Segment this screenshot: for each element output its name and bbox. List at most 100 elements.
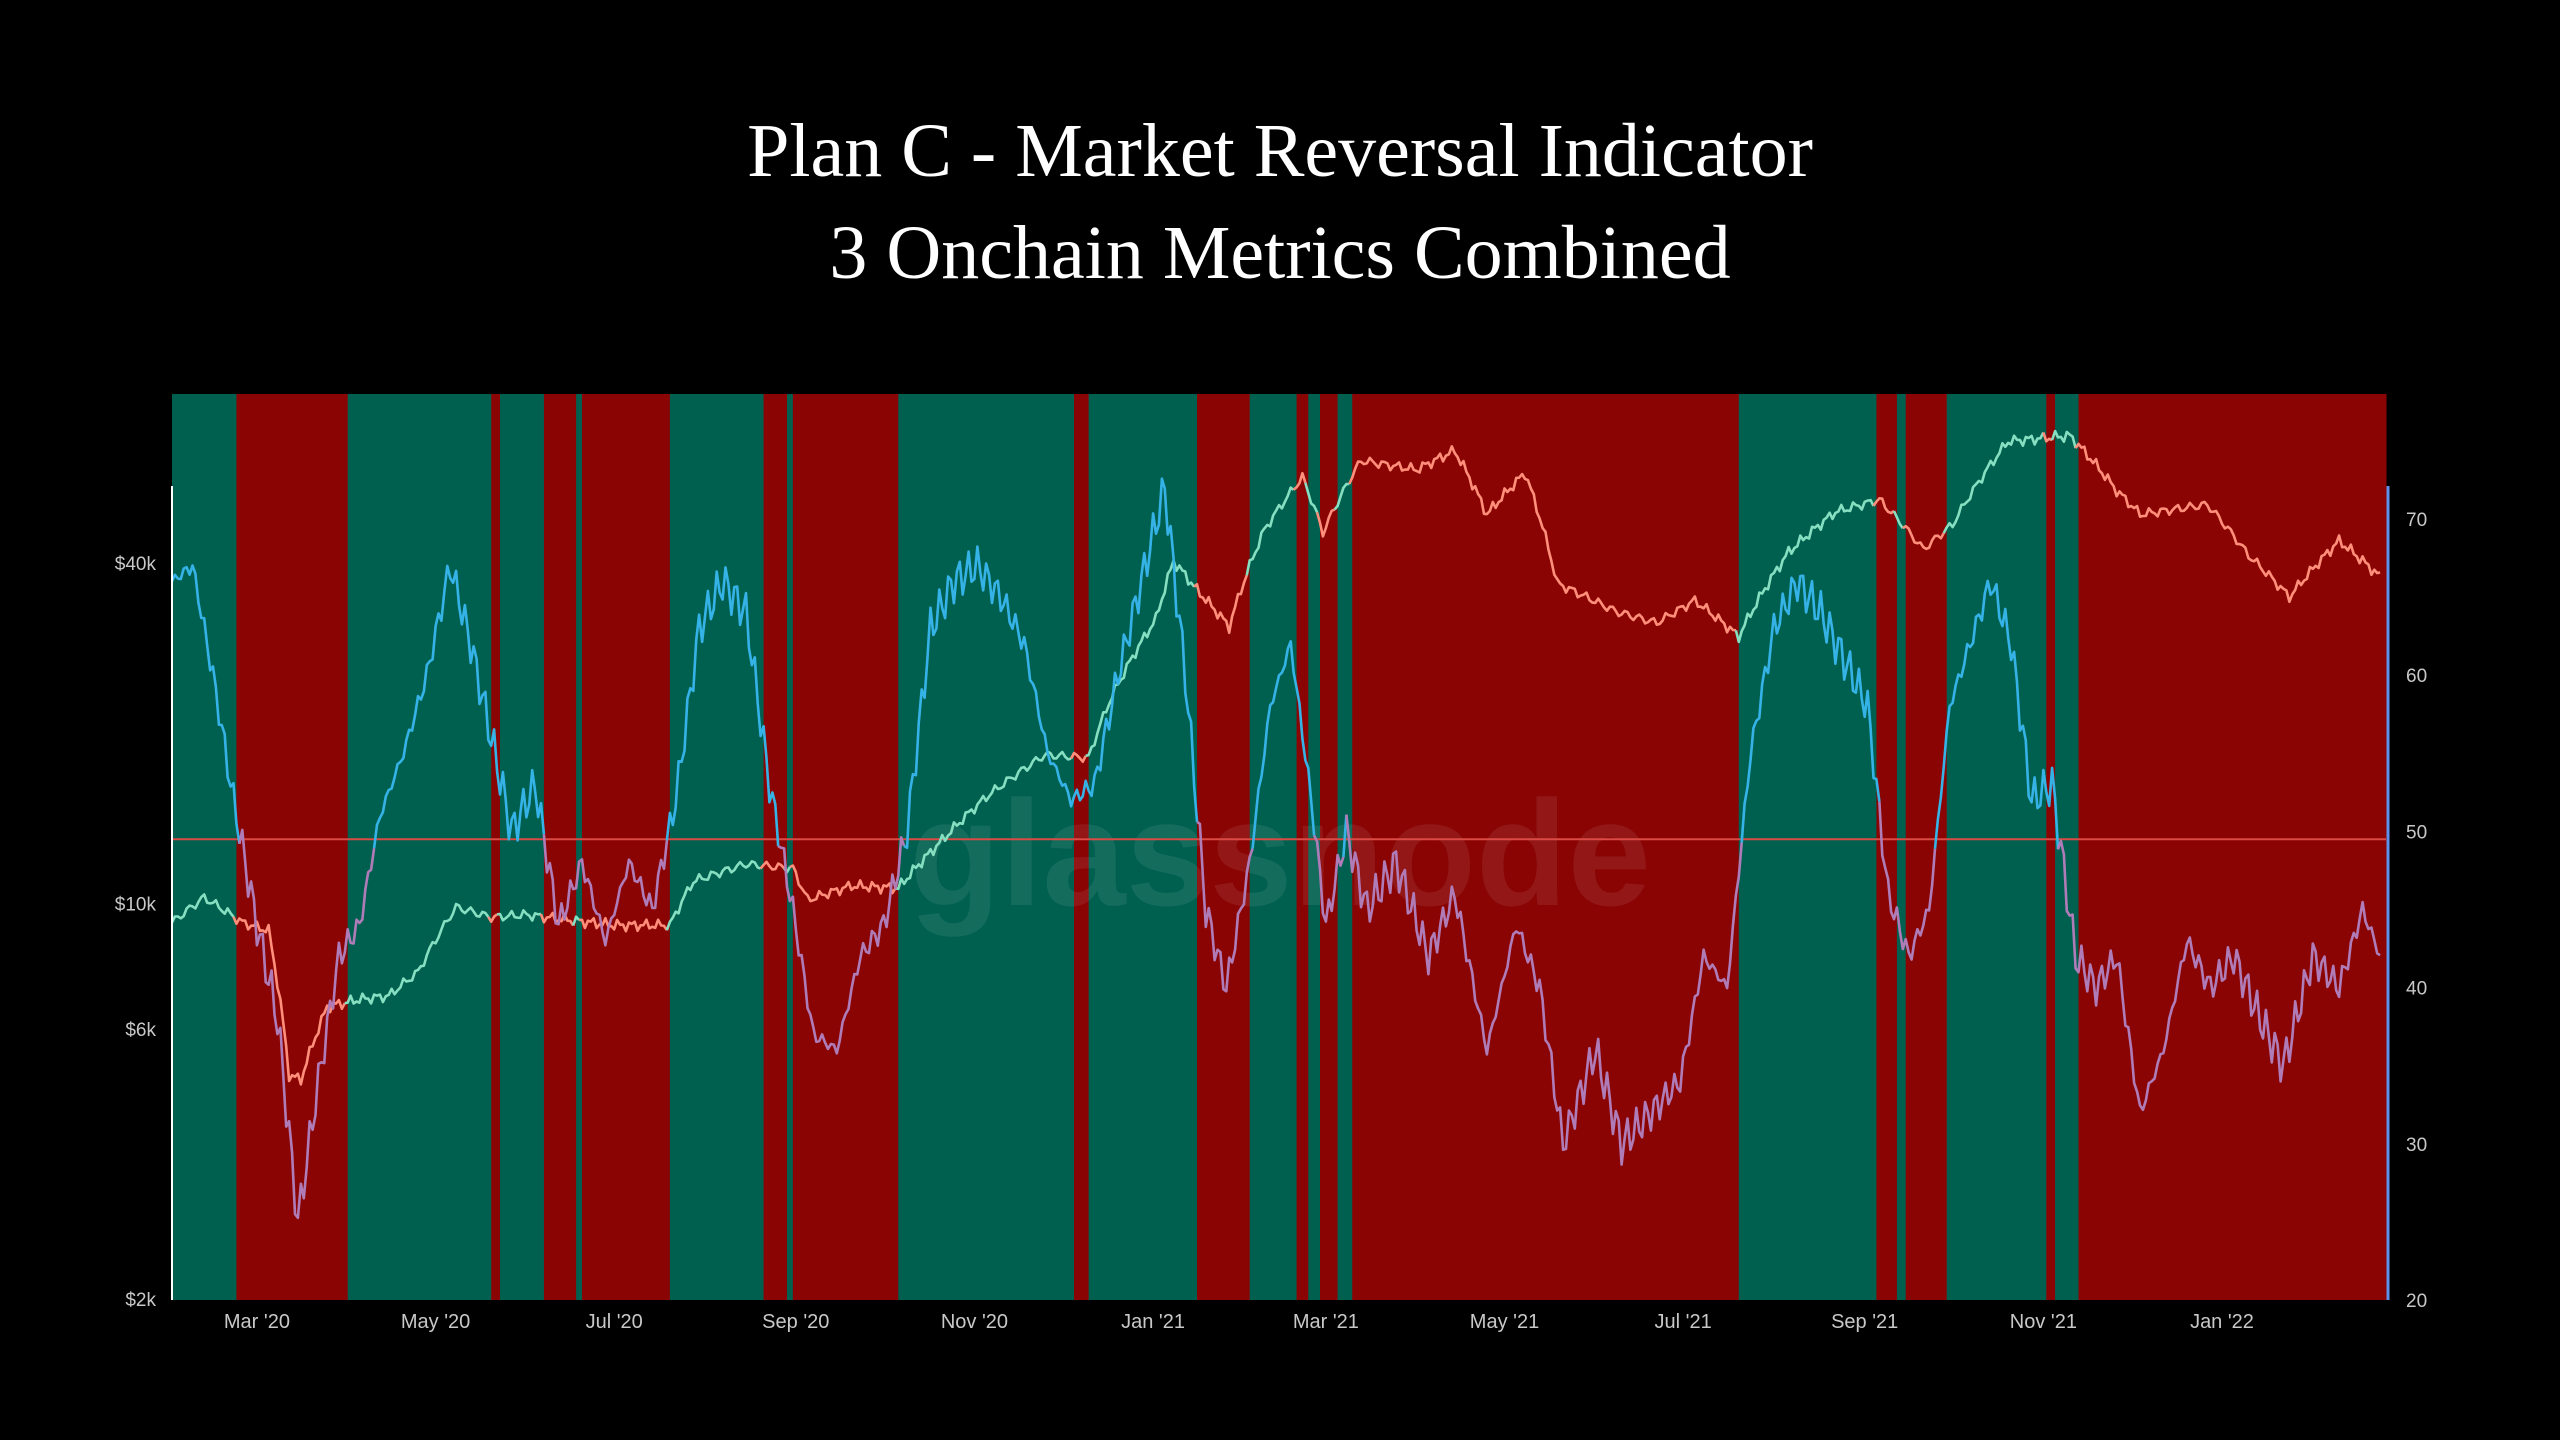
price-line (578, 916, 668, 933)
price-line (1069, 751, 1087, 763)
regime-band-bullish (172, 394, 237, 1300)
metric-line (665, 566, 780, 847)
metric-line (1933, 579, 2060, 850)
price-line (170, 893, 235, 924)
right-axis-tick-label: 40 (2406, 979, 2427, 1000)
regime-band-bullish (669, 394, 765, 1300)
chart-title-line1: Plan C - Market Reversal Indicator (747, 109, 1813, 193)
series-lines (170, 429, 2386, 1220)
right-axis-tick-label: 70 (2406, 510, 2427, 531)
x-axis-tick-label: Mar '21 (1293, 1311, 1359, 1333)
left-axis-tick-label: $10k (115, 895, 157, 916)
regime-band-bearish (582, 394, 671, 1300)
price-line (1942, 431, 2045, 534)
axes: $2k $6k $10k $40k 20 30 40 50 60 70 Mar '20 May '20… (115, 486, 2427, 1333)
price-line (2074, 442, 2381, 604)
regime-band-bullish (500, 394, 545, 1300)
price-line (487, 913, 498, 923)
left-axis-tick-label: $6k (125, 1020, 156, 1041)
x-axis-tick-label: Nov '20 (941, 1311, 1008, 1333)
price-line (665, 860, 762, 931)
metric-line (1251, 640, 1316, 849)
chart-title: Plan C - Market Reversal Indicator 3 Onc… (0, 100, 2560, 304)
regime-band-bearish (792, 394, 899, 1300)
regime-band-bearish (1074, 394, 1090, 1300)
price-line (1872, 497, 1895, 515)
left-axis-tick-label: $2k (125, 1290, 156, 1311)
regime-band-bearish (1905, 394, 1948, 1300)
right-axis-tick-label: 50 (2406, 822, 2427, 843)
regime-band-bullish (1249, 394, 1298, 1300)
price-line (2050, 429, 2077, 449)
x-axis-tick-label: Mar '20 (224, 1311, 290, 1333)
regime-band-bearish (543, 394, 577, 1300)
regime-band-bearish (1320, 394, 1339, 1300)
regime-band-bullish (787, 394, 794, 1300)
regime-band-bullish (2055, 394, 2079, 1300)
metric-line (170, 564, 241, 844)
x-axis-tick-label: May '20 (401, 1311, 470, 1333)
x-axis-tick-label: May '21 (1470, 1311, 1539, 1333)
x-axis-tick-label: Sep '21 (1831, 1311, 1898, 1333)
regime-bands (172, 394, 2387, 1300)
metric-line (542, 834, 669, 947)
metric-line (1878, 801, 1937, 961)
regime-band-bullish (1946, 394, 2047, 1300)
right-axis-tick-label: 30 (2406, 1135, 2427, 1156)
x-axis-tick-label: Jul '21 (1655, 1311, 1712, 1333)
price-line (1193, 574, 1249, 635)
regime-band-bearish (491, 394, 501, 1300)
metric-line (1740, 574, 1881, 843)
regime-band-bullish (1088, 394, 1198, 1300)
price-line (1333, 482, 1350, 511)
price-line (895, 750, 1072, 891)
x-axis-tick-label: Jul '20 (586, 1311, 643, 1333)
metric-line (372, 564, 546, 849)
price-line (1902, 524, 1945, 551)
price-line (1348, 445, 1737, 634)
price-line (232, 916, 346, 1086)
price-line (1292, 471, 1307, 491)
price-line (759, 860, 786, 871)
regime-band-bearish (2046, 394, 2056, 1300)
regime-band-bearish (763, 394, 788, 1300)
regime-band-bearish (1876, 394, 1898, 1300)
regime-band-bullish (1896, 394, 1907, 1300)
chart-title-line2: 3 Onchain Metrics Combined (829, 211, 1731, 295)
regime-band-bearish (1352, 394, 1740, 1300)
right-axis-tick-label: 20 (2406, 1291, 2427, 1312)
price-line (1245, 486, 1295, 576)
metric-line (2056, 839, 2381, 1112)
metric-line (238, 828, 376, 1220)
regime-band-bullish (347, 394, 492, 1300)
metric-line (1312, 834, 1345, 923)
x-axis-tick-label: Sep '20 (762, 1311, 829, 1333)
right-axis-tick-label: 60 (2406, 666, 2427, 687)
x-axis-tick-label: Jan '21 (1121, 1311, 1185, 1333)
price-line (789, 864, 897, 903)
regime-band-bullish (1308, 394, 1321, 1300)
regime-band-bullish (898, 394, 1075, 1300)
price-line (1085, 559, 1196, 758)
price-line (1315, 508, 1336, 538)
metric-line (777, 836, 906, 1055)
price-line (1892, 510, 1904, 529)
glassnode-watermark: glassnode (909, 769, 1651, 937)
metric-line (1345, 814, 1743, 1166)
price-line (1304, 482, 1319, 513)
x-axis-tick-label: Jan '22 (2190, 1311, 2254, 1333)
regime-band-bearish (1197, 394, 1251, 1300)
left-axis-tick-label: $40k (115, 554, 157, 575)
price-line (571, 915, 581, 927)
price-line (1734, 498, 1875, 644)
price-line (539, 911, 575, 927)
regime-band-bullish (1738, 394, 1877, 1300)
metric-line (903, 477, 1199, 849)
price-line (344, 902, 490, 1005)
regime-band-bullish (576, 394, 583, 1300)
price-line (496, 909, 542, 922)
regime-band-bearish (1296, 394, 1309, 1300)
metric-line (1196, 820, 1254, 993)
x-axis-tick-label: Nov '21 (2010, 1311, 2077, 1333)
price-line (2042, 432, 2053, 443)
